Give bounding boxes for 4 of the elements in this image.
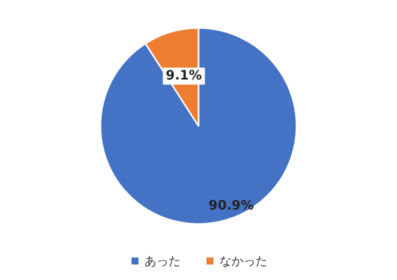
data-label: 9.1% [166,68,202,84]
legend-label: あった [144,254,180,268]
legend-label: なかった [220,254,268,268]
data-label: 90.9% [208,198,254,214]
